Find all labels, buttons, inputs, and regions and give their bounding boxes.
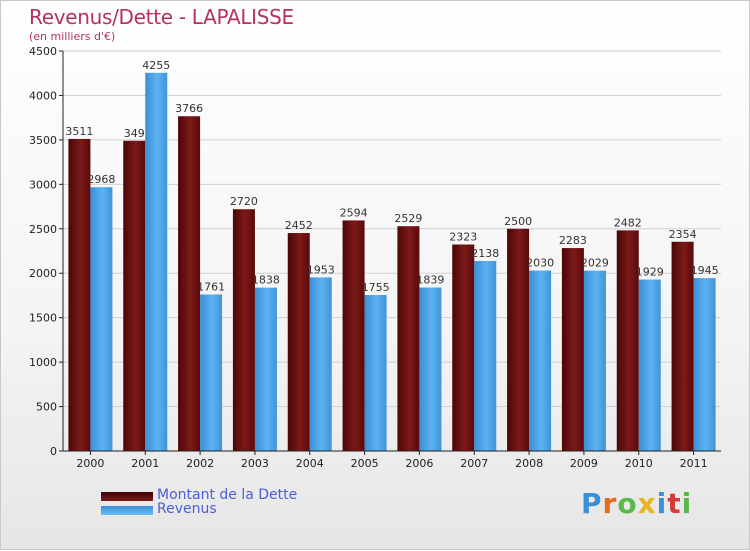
data-label-revenus: 1929 [636,266,664,279]
bar-dette [507,228,530,451]
proxiti-logo: Proxiti [581,487,692,520]
x-tick-label: 2010 [625,457,653,470]
data-label-dette: 2452 [285,219,313,232]
bar-revenus [90,187,113,451]
data-label-revenus: 1953 [307,263,335,276]
legend-swatch-dette [101,492,153,501]
bar-revenus [693,278,716,451]
data-label-dette: 3766 [175,102,203,115]
x-tick-label: 2004 [296,457,324,470]
y-tick-label: 2000 [29,267,57,280]
y-tick-label: 4500 [29,45,57,58]
logo-letter: r [602,487,618,520]
bar-dette [123,140,146,451]
y-tick-label: 3000 [29,178,57,191]
logo-letter: P [581,487,603,520]
x-tick-label: 2003 [241,457,269,470]
bar-dette [68,138,91,451]
logo-letter: i [681,487,693,520]
logo-letter: o [617,487,638,520]
data-label-revenus: 2968 [87,173,115,186]
chart-subtitle: (en milliers d'€) [29,30,116,43]
data-label-revenus: 4255 [142,59,170,72]
data-label-revenus: 1839 [416,274,444,287]
bar-revenus [638,279,661,451]
x-tick-label: 2000 [76,457,104,470]
x-tick-label: 2008 [515,457,543,470]
x-tick-label: 2009 [570,457,598,470]
logo-letter: i [656,487,668,520]
bar-revenus [200,294,223,451]
bar-dette [452,244,475,451]
x-tick-label: 2005 [351,457,379,470]
data-label-dette: 2529 [394,212,422,225]
x-tick-label: 2007 [460,457,488,470]
y-tick-label: 500 [36,401,57,414]
bar-revenus [364,295,387,451]
legend-label-revenus: Revenus [157,501,217,517]
logo-letter: t [667,487,682,520]
bar-revenus [474,260,497,451]
legend-label-dette: Montant de la Dette [157,487,298,503]
bar-dette [671,241,694,451]
bar-dette [232,209,255,451]
data-label-revenus: 2030 [526,257,554,270]
bar-dette [397,226,420,451]
data-label-dette: 2354 [669,228,697,241]
data-label-dette: 2720 [230,195,258,208]
bar-revenus [309,277,332,451]
bar-dette [561,248,584,451]
data-label-revenus: 1945 [691,264,719,277]
data-label-dette: 2594 [340,206,368,219]
bar-revenus [583,270,606,451]
bar-dette [287,233,310,451]
data-label-dette: 2500 [504,215,532,228]
y-tick-label: 3500 [29,134,57,147]
y-tick-label: 0 [50,445,57,458]
bar-dette [342,220,365,451]
legend-swatch-revenus [101,506,153,515]
data-label-revenus: 2138 [471,247,499,260]
data-label-revenus: 1838 [252,274,280,287]
bar-dette [616,230,639,451]
data-label-revenus: 1761 [197,280,225,293]
bar-revenus [419,287,442,451]
data-label-revenus: 2029 [581,257,609,270]
x-tick-label: 2011 [680,457,708,470]
data-label-dette: 2482 [614,216,642,229]
x-tick-label: 2002 [186,457,214,470]
data-label-dette: 2323 [449,231,477,244]
y-tick-label: 1500 [29,312,57,325]
y-tick-label: 1000 [29,356,57,369]
y-tick-label: 4000 [29,89,57,102]
x-tick-label: 2006 [405,457,433,470]
bar-revenus [145,72,168,452]
data-label-revenus: 1755 [362,281,390,294]
chart-title: Revenus/Dette - LAPALISSE [29,5,294,29]
logo-letter: x [637,487,657,520]
y-tick-label: 2500 [29,223,57,236]
data-label-dette: 349 [124,127,145,140]
data-label-dette: 3511 [65,125,93,138]
bar-revenus [529,270,552,451]
bar-dette [178,116,201,451]
x-tick-label: 2001 [131,457,159,470]
data-label-dette: 2283 [559,234,587,247]
bar-revenus [254,287,277,451]
